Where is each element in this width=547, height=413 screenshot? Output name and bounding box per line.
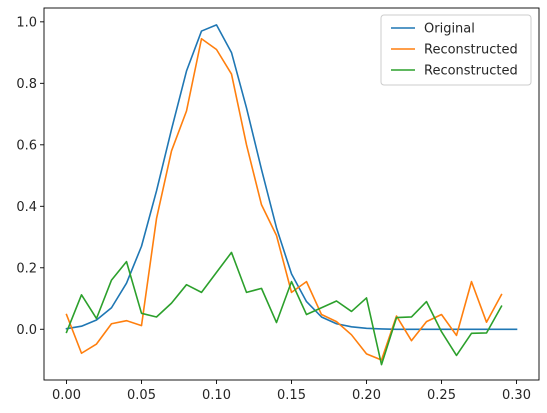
x-tick-label: 0.20 <box>352 388 381 403</box>
y-tick-label: 0.6 <box>16 138 37 153</box>
x-tick-label: 0.30 <box>502 388 531 403</box>
series-layer <box>65 24 518 366</box>
x-tick-label: 0.15 <box>277 388 306 403</box>
y-tick-label: 0.0 <box>16 323 37 338</box>
legend-box <box>380 14 532 86</box>
legend-label-reconstructed-1: Reconstructed <box>424 43 518 58</box>
y-tick-label: 1.0 <box>16 15 37 30</box>
x-tick-label: 0.25 <box>427 388 456 403</box>
y-tick-label: 0.4 <box>16 200 37 215</box>
x-tick-label: 0.10 <box>202 388 231 403</box>
series-line-2 <box>65 37 503 361</box>
y-axis: 0.0 0.2 0.4 0.6 0.8 1.0 <box>16 15 44 338</box>
x-tick-label: 0.00 <box>52 388 81 403</box>
legend-label-original: Original <box>424 22 475 37</box>
y-tick-label: 0.8 <box>16 77 37 92</box>
x-axis: 0.00 0.05 0.10 0.15 0.20 0.25 0.30 <box>52 380 531 403</box>
legend-label-reconstructed-2: Reconstructed <box>424 64 518 79</box>
series-line-3 <box>65 251 503 366</box>
legend: Original Reconstructed Reconstructed <box>380 14 532 86</box>
y-tick-label: 0.2 <box>16 261 37 276</box>
x-tick-label: 0.05 <box>127 388 156 403</box>
series-line-1 <box>65 24 518 331</box>
